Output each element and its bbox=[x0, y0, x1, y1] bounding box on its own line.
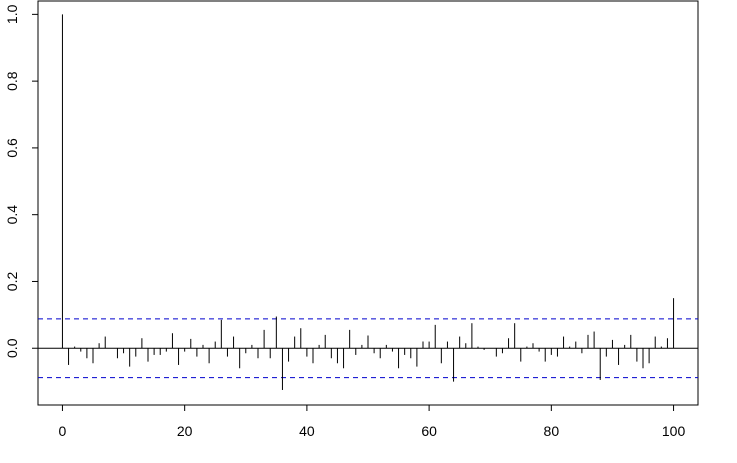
x-tick-label: 40 bbox=[299, 423, 315, 439]
y-tick-label: 0.2 bbox=[4, 272, 20, 292]
y-tick-label: 0.0 bbox=[4, 338, 20, 358]
x-tick-label: 0 bbox=[59, 423, 67, 439]
x-tick-label: 100 bbox=[662, 423, 686, 439]
x-tick-label: 80 bbox=[544, 423, 560, 439]
plot-frame bbox=[37, 0, 699, 406]
x-tick-label: 20 bbox=[177, 423, 193, 439]
acf-bars bbox=[61, 14, 675, 390]
y-tick-label: 1.0 bbox=[4, 4, 20, 24]
x-axis: 0 20 40 60 80 100 bbox=[59, 405, 686, 439]
y-tick-label: 0.6 bbox=[4, 138, 20, 158]
x-tick-label: 60 bbox=[421, 423, 437, 439]
y-tick-label: 0.4 bbox=[4, 205, 20, 225]
confidence-bounds bbox=[38, 318, 698, 379]
y-tick-label: 0.8 bbox=[4, 71, 20, 91]
y-axis: 0.0 0.2 0.4 0.6 0.8 1.0 bbox=[4, 4, 38, 358]
